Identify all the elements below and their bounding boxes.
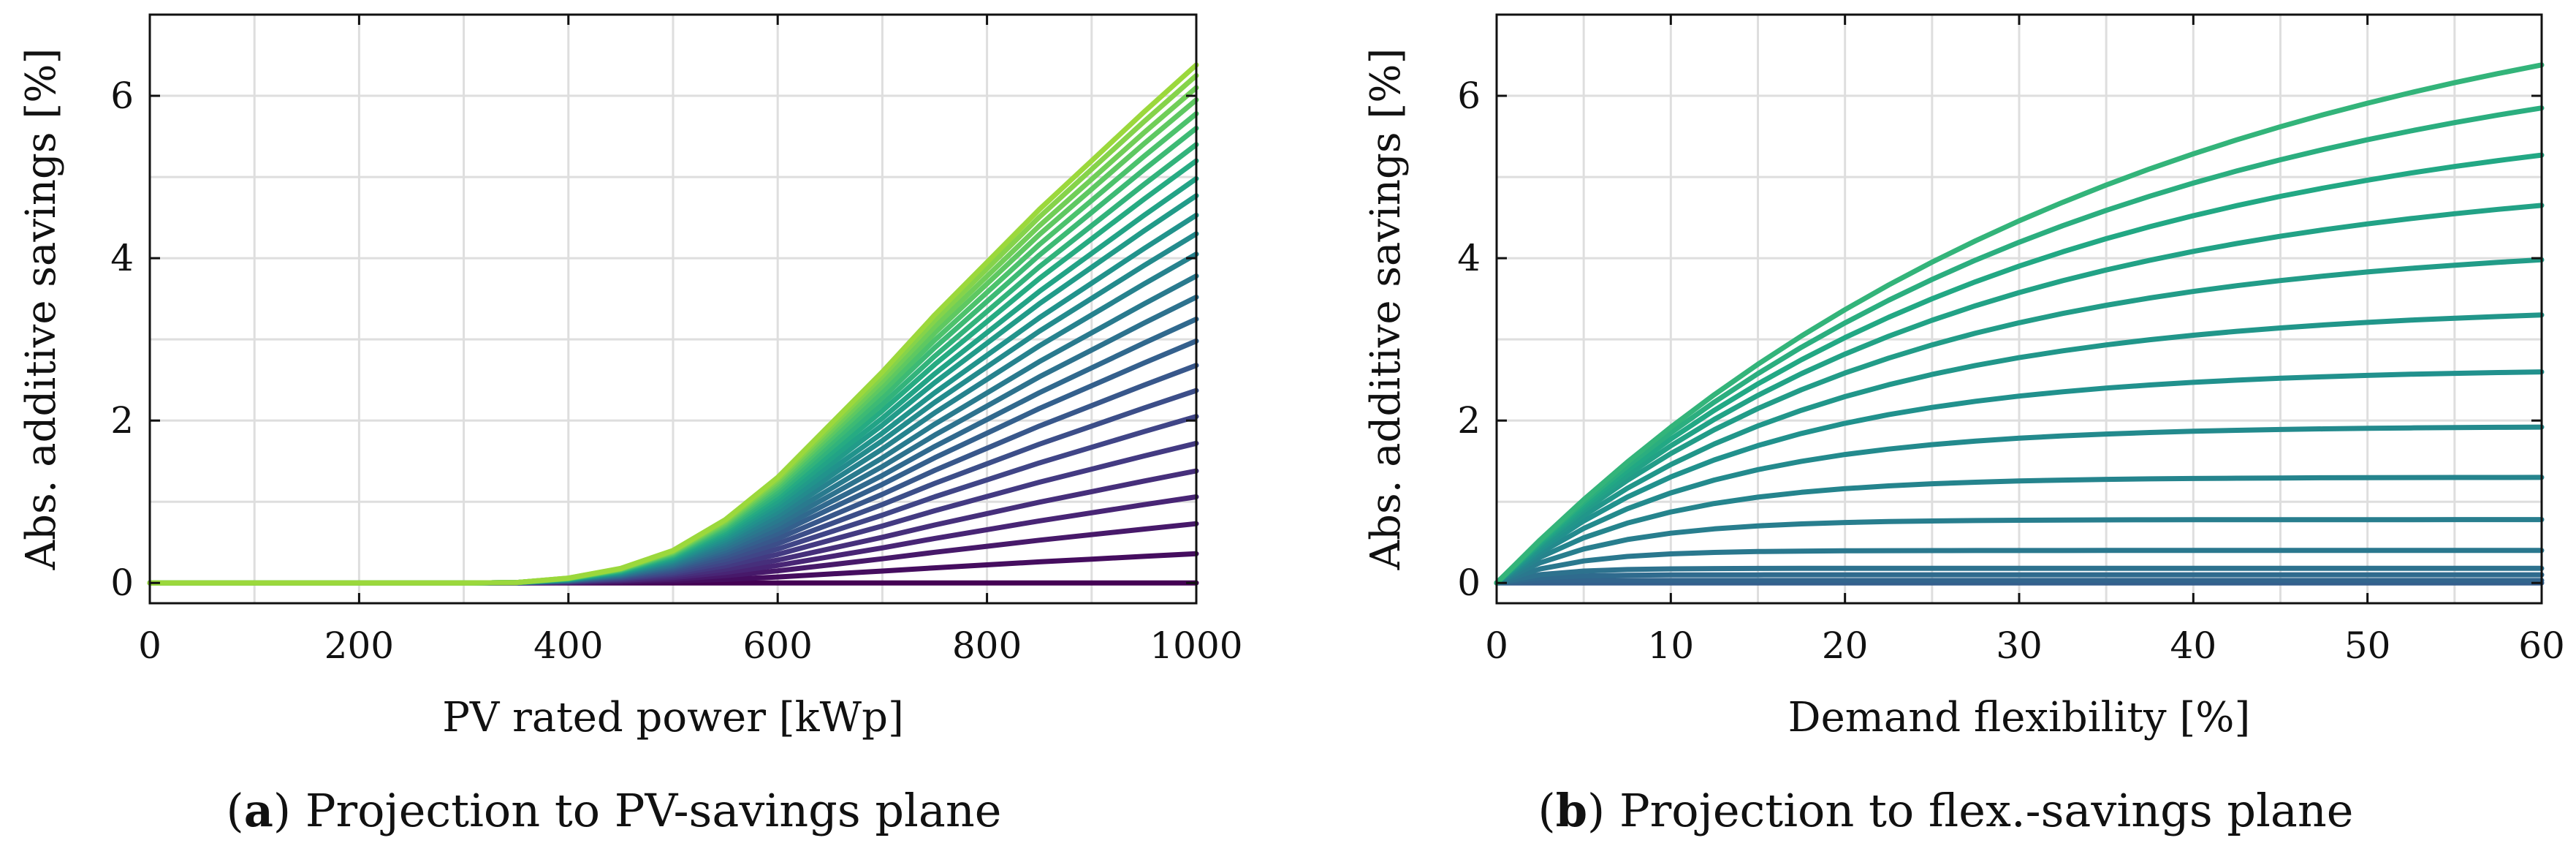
x-tick-label: 20 [1822,624,1869,667]
panel-b-series-line [1494,105,2545,586]
x-tick-label: 600 [742,624,812,667]
panel-b-series-line [1494,203,2545,586]
caption-b-letter: b [1555,784,1588,837]
x-tick-label: 60 [2518,624,2565,667]
panel-b-series-line [1494,578,2545,586]
panel-b-series-line [1494,152,2545,586]
caption-a-letter: a [243,784,273,837]
panel-a-series-line [147,62,1199,586]
y-tick-label: 2 [110,399,134,442]
panel-a-y-axis-label: Abs. additive savings [%] [18,48,65,571]
y-tick-label: 6 [110,75,134,117]
x-tick-label: 40 [2170,624,2217,667]
x-tick-label: 400 [533,624,603,667]
x-tick-label: 1000 [1150,624,1242,667]
panel-b-series-line [1494,517,2545,586]
caption-b-text: Projection to flex.-savings plane [1619,784,2354,837]
caption-b: (b) Projection to flex.-savings plane [1538,784,2354,837]
panel-b-y-ticks: 0 2 4 6 [1457,75,2542,604]
y-tick-label: 0 [1457,562,1481,604]
y-tick-label: 6 [1457,75,1481,117]
panel-b-x-axis-label: Demand flexibility [%] [1788,694,2251,741]
x-tick-label: 0 [1485,624,1508,667]
panel-b-series-line [1494,572,2545,586]
x-tick-label: 30 [1996,624,2043,667]
panel-a-axes-frame [148,13,1198,605]
x-tick-label: 50 [2344,624,2391,667]
panel-b-flex-savings: 0 10 20 30 40 50 60 0 2 4 6 Demand flexibility [%] A… [1362,13,2565,741]
y-tick-label: 2 [1457,399,1481,442]
x-tick-label: 200 [324,624,394,667]
x-tick-label: 0 [138,624,162,667]
panel-a-pv-savings: 0 200 400 600 800 1000 0 2 4 6 PV rated power [kWp… [18,13,1243,741]
x-tick-label: 10 [1648,624,1695,667]
panel-b-series-line [1494,62,2545,586]
panel-b-series-line [1494,312,2545,586]
panel-b-series-line [1494,257,2545,586]
panel-a-y-ticks: 0 2 4 6 [110,75,1196,604]
y-tick-label: 4 [110,237,134,279]
y-tick-label: 4 [1457,237,1481,279]
panel-b-series-line [1494,369,2545,586]
panel-b-series-line [1494,475,2545,586]
x-tick-label: 800 [952,624,1022,667]
panel-b-y-axis-label: Abs. additive savings [%] [1362,48,1410,571]
panel-a-grid [148,13,1198,603]
panel-a-x-axis-label: PV rated power [kWp] [442,694,904,741]
panel-b-series-line [1494,424,2545,586]
panel-a-x-ticks: 0 200 400 600 800 1000 [138,15,1243,667]
panel-b-series-line [1494,548,2545,586]
panel-a-series [147,62,1199,586]
panel-b-series-line [1494,565,2545,586]
caption-a-text: Projection to PV-savings plane [305,784,1002,837]
caption-a: (a) Projection to PV-savings plane [226,784,1002,837]
y-tick-label: 0 [110,562,134,604]
panel-b-x-ticks: 0 10 20 30 40 50 60 [1485,15,2565,667]
panel-b-series [1494,62,2545,586]
